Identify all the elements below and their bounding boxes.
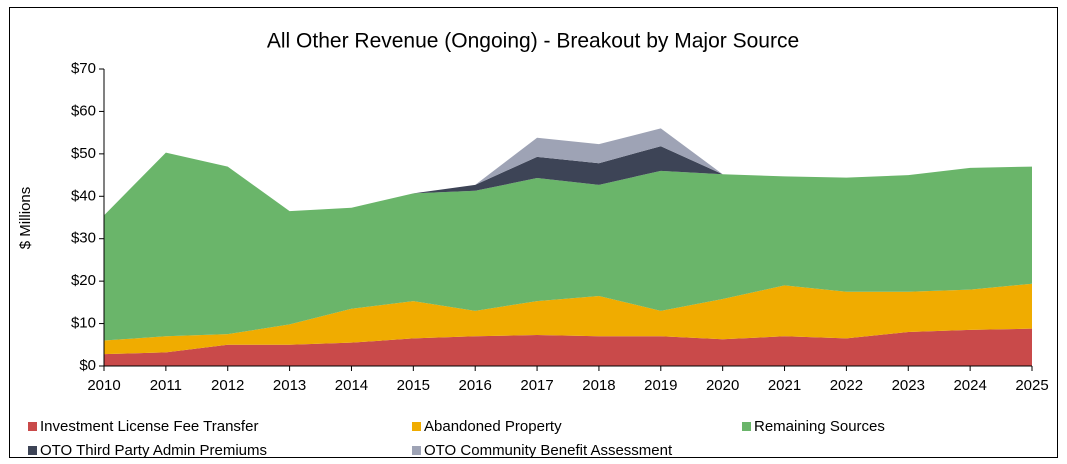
x-tick-label: 2010	[87, 377, 120, 394]
x-tick-label: 2022	[830, 377, 863, 394]
x-tick-label: 2016	[459, 377, 492, 394]
x-tick-label: 2011	[150, 377, 182, 394]
y-tick-label: $0	[79, 357, 96, 374]
legend-label: Remaining Sources	[754, 418, 885, 435]
x-tick-label: 2012	[211, 377, 244, 394]
y-tick-label: $70	[71, 60, 96, 77]
legend-label: Abandoned Property	[424, 418, 562, 435]
legend-swatch	[742, 422, 751, 431]
y-tick-label: $60	[71, 102, 96, 119]
y-tick-label: $30	[71, 230, 96, 247]
y-tick-label: $10	[71, 315, 96, 332]
y-tick-label: $50	[71, 145, 96, 162]
x-tick-label: 2021	[768, 377, 801, 394]
legend-label: Investment License Fee Transfer	[40, 418, 258, 435]
legend-swatch	[28, 422, 37, 431]
x-tick-label: 2018	[582, 377, 615, 394]
x-tick-label: 2020	[706, 377, 739, 394]
area	[104, 152, 1032, 341]
y-axis-label: $ Millions	[17, 187, 34, 250]
area	[104, 146, 1032, 216]
area	[104, 283, 1032, 355]
chart-title: All Other Revenue (Ongoing) - Breakout b…	[267, 30, 799, 53]
x-tick-label: 2014	[335, 377, 368, 394]
x-tick-label: 2023	[892, 377, 925, 394]
area	[104, 328, 1032, 366]
x-tick-label: 2017	[520, 377, 553, 394]
legend-label: OTO Third Party Admin Premiums	[40, 442, 267, 459]
legend-label: OTO Community Benefit Assessment	[424, 442, 673, 459]
x-tick-label: 2013	[273, 377, 306, 394]
x-tick-label: 2024	[953, 377, 986, 394]
y-tick-label: $40	[71, 187, 96, 204]
x-tick-label: 2019	[644, 377, 677, 394]
legend-swatch	[412, 422, 421, 431]
x-tick-label: 2015	[397, 377, 430, 394]
x-tick-label: 2025	[1015, 377, 1048, 394]
legend-swatch	[412, 446, 421, 455]
y-tick-label: $20	[71, 272, 96, 289]
area	[104, 128, 1032, 216]
legend-swatch	[28, 446, 37, 455]
